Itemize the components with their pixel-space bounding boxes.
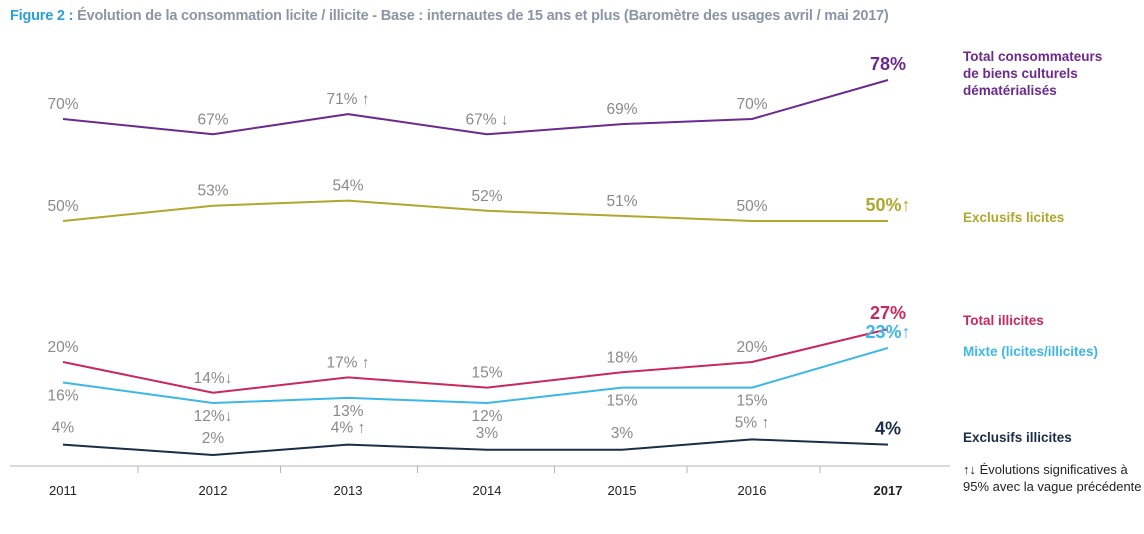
data-label: 27% — [870, 303, 906, 323]
data-label: 50% — [47, 198, 78, 215]
data-label: 14%↓ — [194, 370, 233, 387]
series-line — [62, 79, 889, 136]
footnote-significance: ↑↓ Évolutions significatives à 95% avec … — [963, 462, 1142, 494]
data-label: 51% — [606, 193, 637, 210]
data-label: 67% — [197, 111, 228, 128]
series-line — [62, 328, 889, 394]
data-label: 78% — [870, 54, 906, 74]
data-label: 17% ↑ — [326, 354, 369, 371]
legend-total-illicites: Total illicites — [963, 312, 1044, 329]
data-label: 4% ↑ — [331, 420, 365, 437]
legend-exclusifs-illicites: Exclusifs illicites — [963, 429, 1072, 446]
legend-exclusifs-licites: Exclusifs licites — [963, 209, 1064, 226]
x-tick-label: 2012 — [199, 483, 228, 498]
data-label: 50%↑ — [865, 195, 910, 215]
x-tick-label: 2011 — [49, 483, 77, 498]
data-label: 20% — [47, 339, 78, 356]
x-tick-label: 2017 — [874, 483, 903, 498]
figure-number: Figure 2 : — [10, 8, 74, 24]
data-label: 5% ↑ — [735, 414, 769, 431]
legend-label: Mixte (licites/illicites) — [963, 344, 1099, 359]
data-label: 53% — [197, 183, 228, 200]
data-label: 12%↓ — [194, 408, 233, 425]
data-label: 15% — [471, 365, 502, 382]
series-line — [62, 346, 889, 404]
legend-mixte: Mixte (licites/illicites) — [963, 343, 1098, 360]
series-line — [62, 438, 889, 456]
data-label: 4% — [875, 419, 901, 439]
data-label: 3% — [476, 425, 499, 442]
data-label: 2% — [202, 430, 225, 447]
data-label: 20% — [736, 339, 767, 356]
legend-label: Exclusifs licites — [963, 210, 1065, 225]
data-label: 23%↑ — [865, 322, 910, 342]
data-label: 52% — [471, 188, 502, 205]
data-label: 15% — [736, 393, 767, 410]
legend-label: Total consommateurs de biens culturels d… — [963, 49, 1103, 98]
chart-title: Figure 2 : Évolution de la consommation … — [10, 8, 889, 24]
series-line — [62, 199, 888, 222]
data-label: 12% — [471, 408, 502, 425]
legend-label: Total illicites — [963, 313, 1044, 328]
data-label: 3% — [611, 425, 634, 442]
data-label: 70% — [736, 96, 767, 113]
data-label: 70% — [47, 96, 78, 113]
figure-caption: Évolution de la consommation licite / il… — [77, 8, 889, 24]
legend-total-consommateurs: Total consommateurs de biens culturels d… — [963, 48, 1113, 99]
data-label: 4% — [52, 420, 75, 437]
data-label: 71% ↑ — [326, 91, 369, 108]
x-tick-label: 2015 — [608, 483, 637, 498]
data-label: 16% — [47, 388, 78, 405]
legend-label: Exclusifs illicites — [963, 430, 1072, 445]
x-tick-label: 2014 — [473, 483, 502, 498]
data-label: 67% ↓ — [465, 111, 508, 128]
x-tick-label: 2016 — [738, 483, 767, 498]
x-tick-label: 2013 — [334, 483, 363, 498]
data-label: 15% — [606, 393, 637, 410]
data-label: 13% — [332, 403, 363, 420]
data-label: 50% — [736, 198, 767, 215]
data-label: 69% — [606, 101, 637, 118]
data-label: 54% — [332, 178, 363, 195]
data-label: 18% — [606, 349, 637, 366]
